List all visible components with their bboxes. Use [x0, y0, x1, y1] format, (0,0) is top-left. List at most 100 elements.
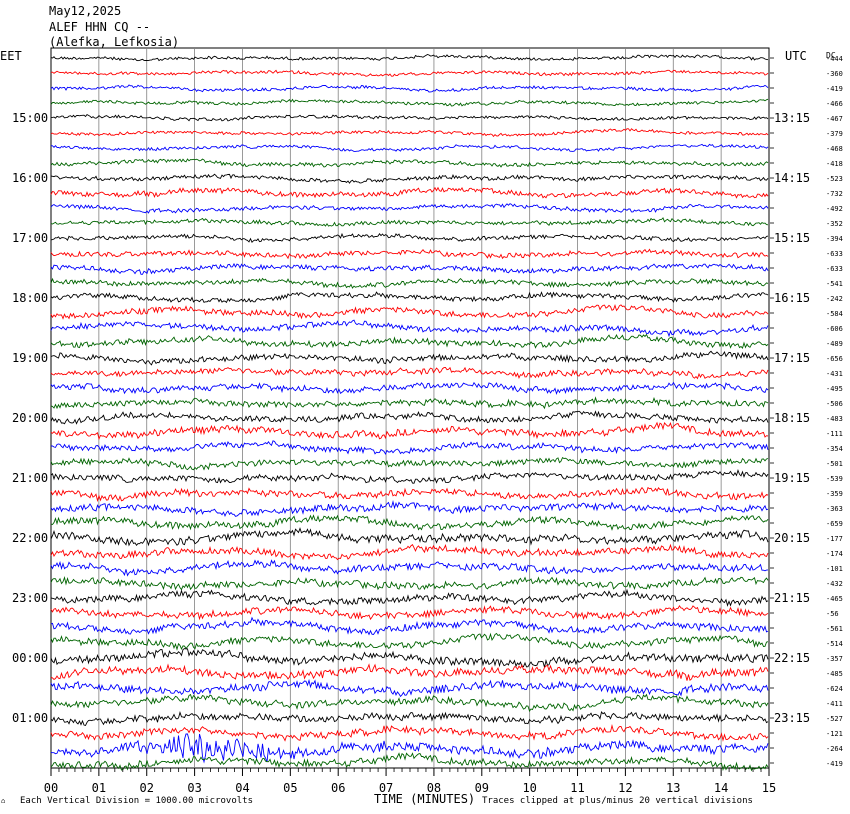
dc-offset-label: -360: [826, 70, 843, 78]
dc-offset-label: -656: [826, 355, 843, 363]
dc-offset-label: -465: [826, 595, 843, 603]
x-tick-label: 09: [475, 781, 489, 795]
trace-row: [50, 366, 769, 380]
dc-offset-label: -527: [826, 715, 843, 723]
trace-row: [50, 588, 769, 607]
dc-offset-label: -264: [826, 745, 843, 753]
x-tick-label: 03: [187, 781, 201, 795]
trace-row: [50, 752, 769, 772]
trace-row: [51, 440, 769, 456]
left-time-label: 17:00: [12, 231, 48, 245]
dc-offset-label: -732: [826, 190, 843, 198]
dc-offset-label: -444: [826, 55, 843, 63]
dc-offset-label: -468: [826, 145, 843, 153]
trace-row: [50, 410, 769, 425]
dc-offset-label: -561: [826, 625, 843, 633]
right-time-label: 22:15: [774, 651, 810, 665]
dc-offset-label: -354: [826, 445, 843, 453]
dc-offset-label: -514: [826, 640, 843, 648]
left-time-label: 16:00: [12, 171, 48, 185]
trace-row: [50, 616, 769, 636]
trace-row: [50, 333, 769, 349]
axes-group: -444 -360 -419 -466 -467 -379 -468 -418 -523 -732…: [0, 49, 843, 795]
dc-offset-label: -624: [826, 685, 843, 693]
scale-note: Each Vertical Division = 1000.00 microvo…: [20, 796, 253, 806]
dc-offset-label: -466: [826, 100, 843, 108]
trace-row: [50, 84, 769, 93]
dc-offset-label: -177: [826, 535, 843, 543]
left-time-label: 00:00: [12, 651, 48, 665]
left-time-label: 15:00: [12, 111, 48, 125]
trace-row: [50, 186, 769, 199]
dc-offset-label: -101: [826, 565, 843, 573]
trace-row: [50, 303, 769, 320]
left-time-label: 01:00: [12, 711, 48, 725]
right-time-label: 21:15: [774, 591, 810, 605]
dc-offset-label: -506: [826, 400, 843, 408]
header-location: (Alefka, Lefkosia): [49, 35, 180, 49]
dc-offset-label: -56: [826, 610, 839, 618]
dc-offset-label: -584: [826, 310, 843, 318]
trace-row: [50, 158, 769, 168]
dc-header-label: DC: [826, 51, 836, 60]
left-time-label: 18:00: [12, 291, 48, 305]
right-time-label: 23:15: [774, 711, 810, 725]
x-tick-label: 07: [379, 781, 393, 795]
trace-row: [50, 421, 769, 441]
right-timezone-label: UTC: [785, 49, 807, 63]
dc-offset-label: -174: [826, 550, 843, 558]
left-time-label: 21:00: [12, 471, 48, 485]
trace-row: [50, 291, 769, 304]
dc-offset-label: -606: [826, 325, 843, 333]
trace-row: [50, 604, 769, 621]
dc-offset-label: -501: [826, 460, 843, 468]
dc-offset-label: -394: [826, 235, 843, 243]
trace-row: [50, 143, 769, 152]
trace-row: [50, 678, 769, 698]
right-time-label: 13:15: [774, 111, 810, 125]
x-tick-label: 05: [283, 781, 297, 795]
trace-row: [50, 232, 769, 243]
trace-row: [50, 576, 769, 591]
trace-row: [50, 733, 769, 764]
trace-row: [50, 693, 769, 712]
left-time-label: 23:00: [12, 591, 48, 605]
plot-frame: [50, 47, 770, 769]
dc-offset-label: -495: [826, 385, 843, 393]
dc-offset-label: -485: [826, 670, 843, 678]
trace-row: [50, 500, 769, 518]
trace-row: [50, 203, 769, 214]
x-tick-label: 01: [92, 781, 106, 795]
dc-offset-label: -489: [826, 340, 843, 348]
trace-row: [50, 350, 769, 366]
trace-row: [50, 648, 769, 668]
trace-row: [50, 514, 769, 531]
x-tick-label: 15: [762, 781, 776, 795]
trace-row: [50, 543, 769, 561]
trace-row: [50, 217, 769, 227]
dc-offset-label: -539: [826, 475, 843, 483]
trace-row: [50, 54, 769, 62]
header-station: ALEF HHN CQ --: [49, 20, 151, 34]
trace-row: [50, 469, 769, 484]
right-time-label: 20:15: [774, 531, 810, 545]
dc-offset-label: -359: [826, 490, 843, 498]
x-tick-label: 04: [235, 781, 249, 795]
trace-row: [50, 632, 769, 651]
trace-row: [50, 456, 769, 471]
trace-row: [50, 559, 769, 577]
trace-row: [50, 69, 769, 77]
right-time-label: 16:15: [774, 291, 810, 305]
x-tick-label: 13: [666, 781, 680, 795]
dc-offset-label: -379: [826, 130, 843, 138]
right-time-label: 14:15: [774, 171, 810, 185]
left-time-label: 20:00: [12, 411, 48, 425]
header-date: May12,2025: [49, 4, 122, 18]
dc-offset-label: -352: [826, 220, 843, 228]
dc-offset-label: -633: [826, 250, 843, 258]
left-timezone-label: EET: [0, 49, 22, 63]
dc-offset-label: -111: [826, 430, 843, 438]
left-time-label: 22:00: [12, 531, 48, 545]
right-time-label: 19:15: [774, 471, 810, 485]
